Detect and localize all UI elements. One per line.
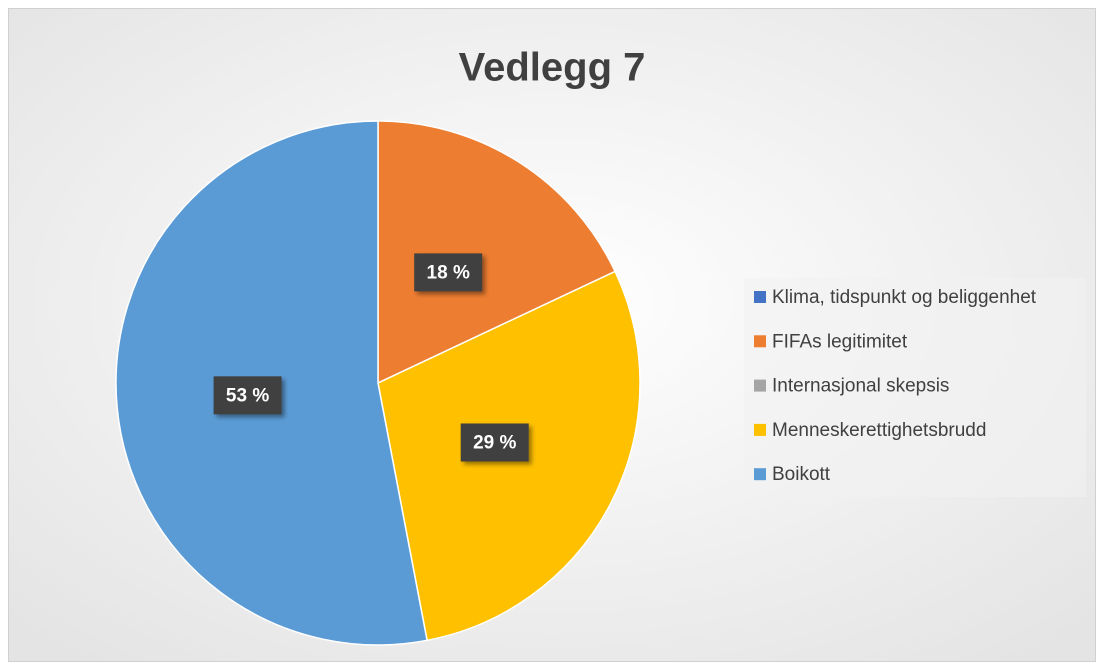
data-label: 53 %	[226, 385, 269, 406]
legend-swatch	[754, 335, 766, 348]
legend-label: FIFAs legitimitet	[772, 331, 908, 352]
legend-label: Klima, tidspunkt og beliggenhet	[772, 287, 1037, 308]
data-label: 18 %	[427, 262, 470, 283]
data-label-box	[213, 376, 282, 415]
legend-swatch	[754, 423, 766, 436]
data-label-box	[460, 423, 529, 462]
legend-swatch	[754, 291, 766, 303]
data-label: 29 %	[473, 432, 516, 453]
data-label-box	[414, 253, 483, 292]
legend-label: Boikott	[772, 464, 831, 485]
pie-slice	[377, 120, 617, 385]
legend-label: Internasjonal skepsis	[772, 376, 949, 397]
legend	[744, 278, 1086, 497]
legend-swatch	[754, 379, 766, 392]
chart-title: Vedlegg 7	[459, 46, 646, 90]
legend-label: Menneskerettighetsbrudd	[772, 420, 986, 441]
legend-swatch	[754, 468, 766, 481]
